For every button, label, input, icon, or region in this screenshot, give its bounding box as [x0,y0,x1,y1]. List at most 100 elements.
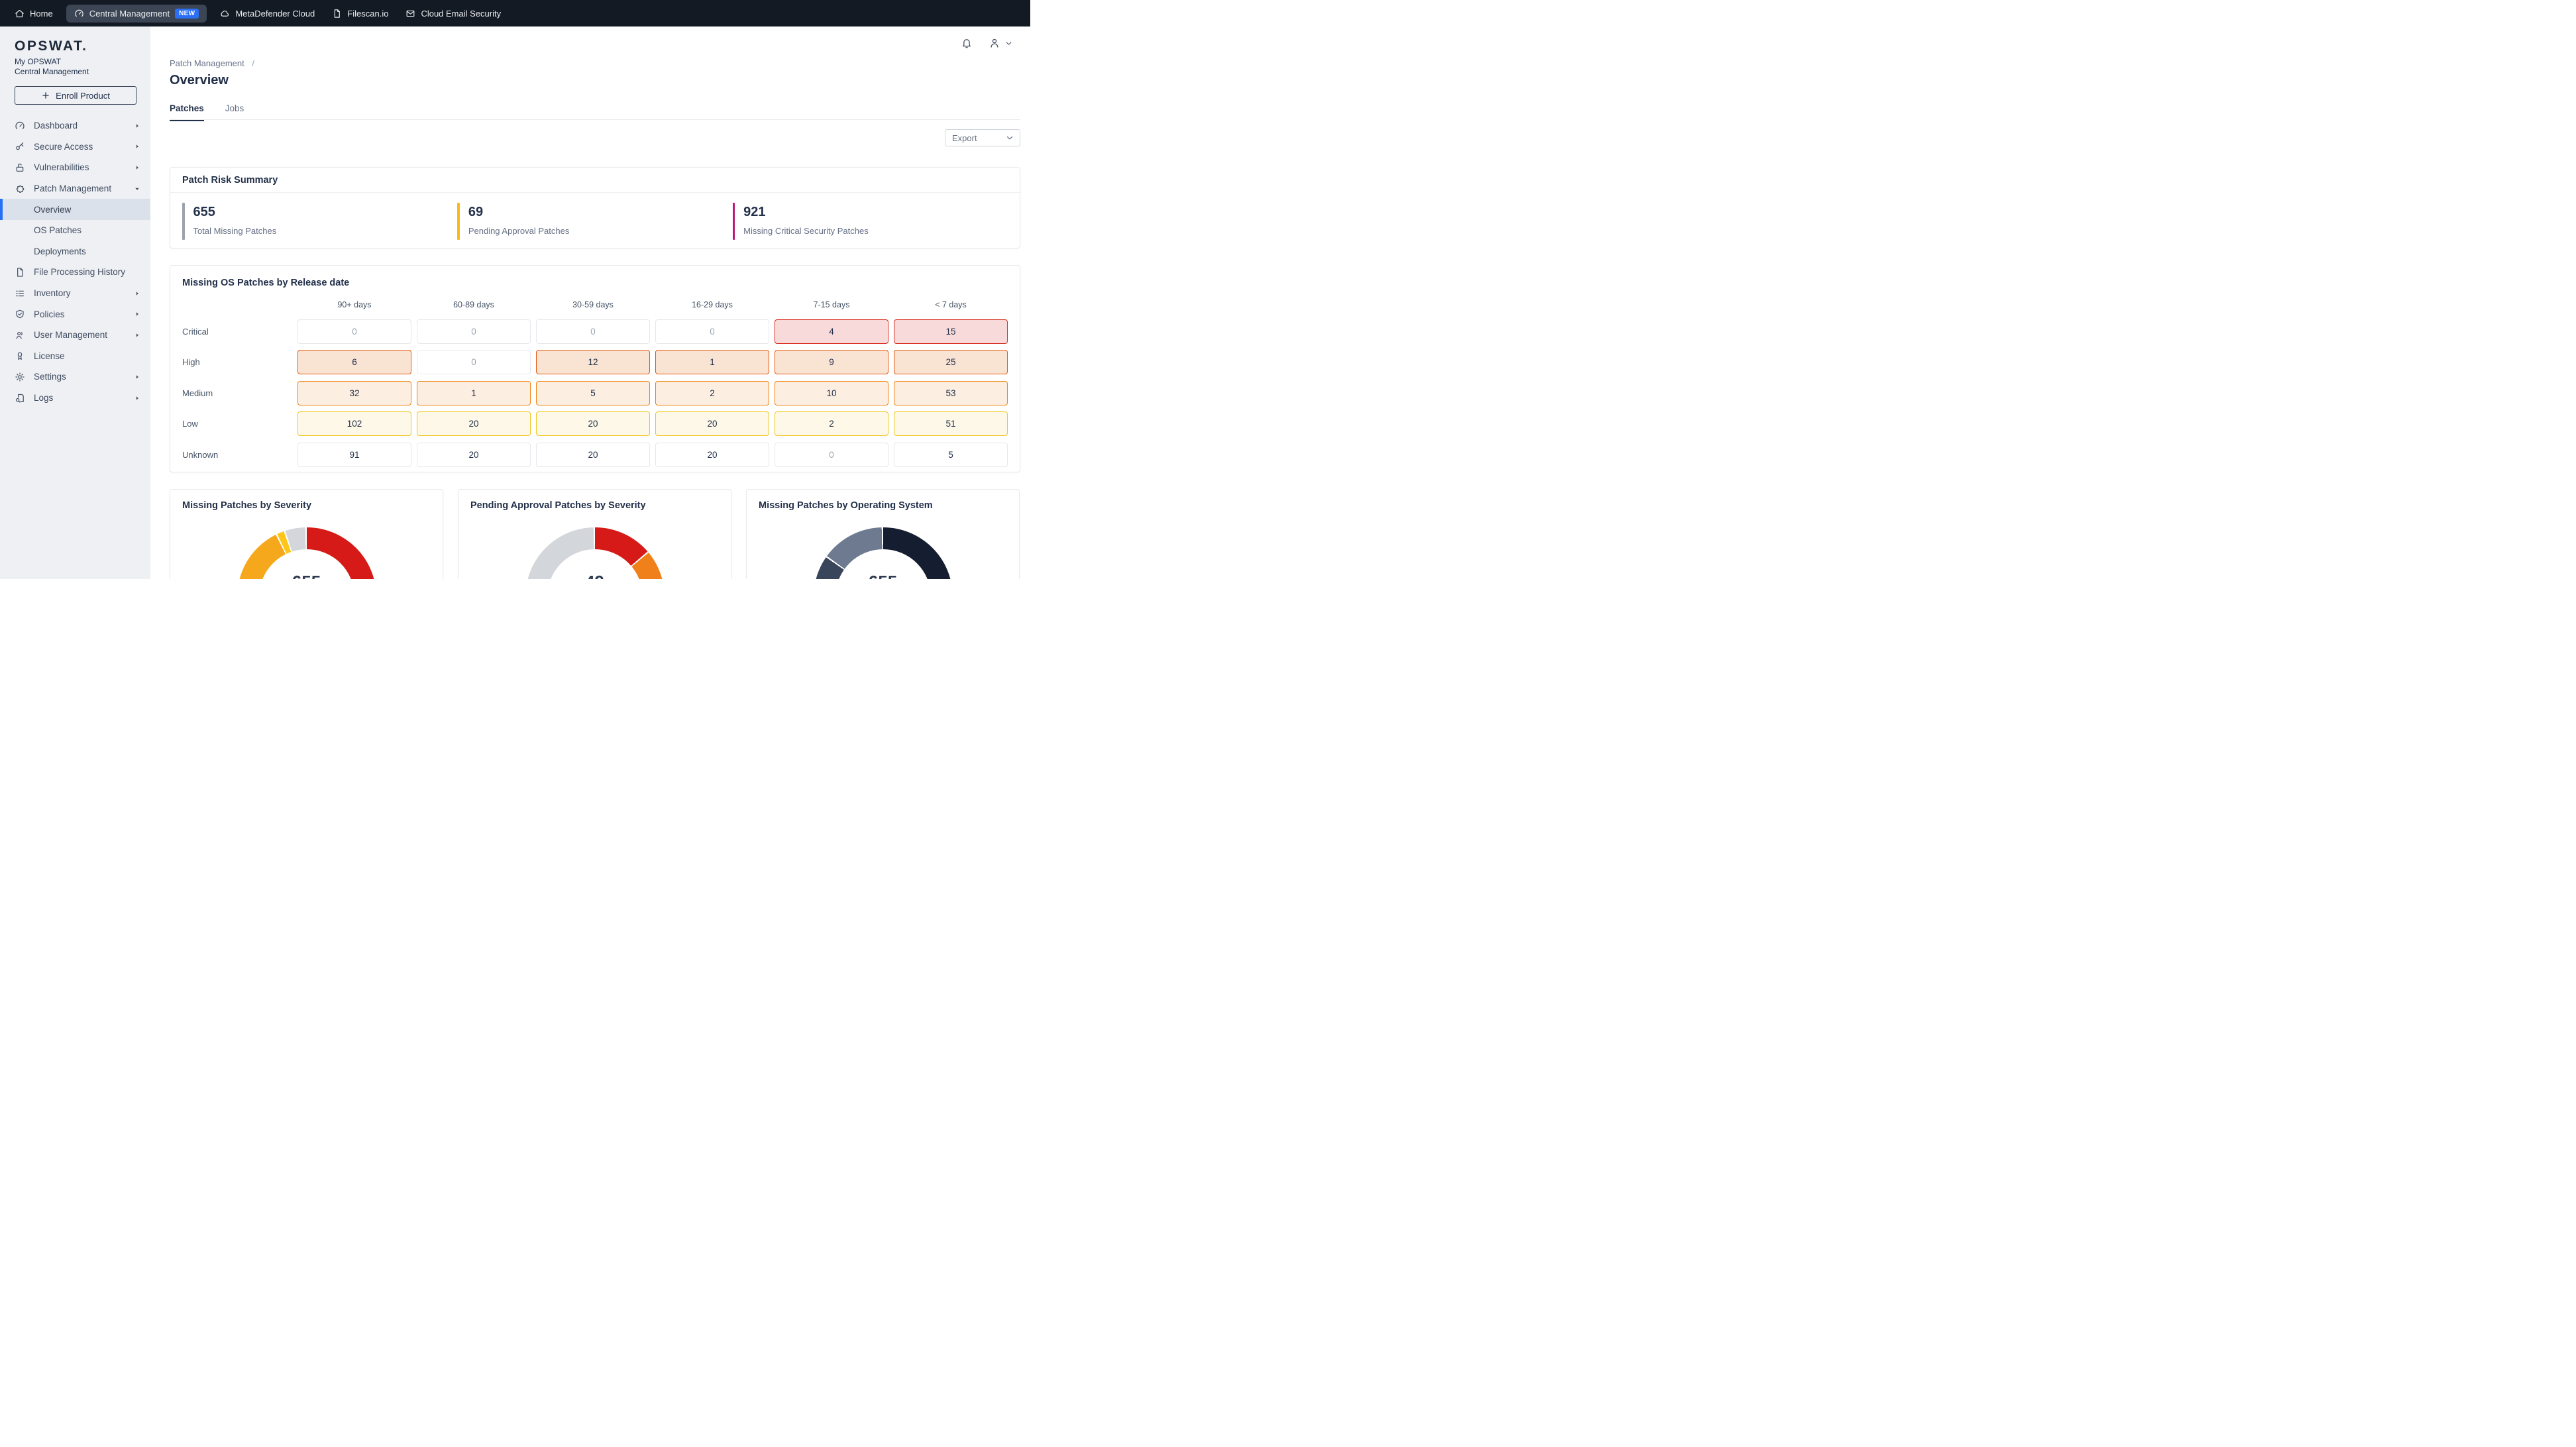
matrix-cell-critical-30-59-days[interactable]: 0 [536,319,650,344]
export-label: Export [952,133,977,143]
sidebar-menu: Dashboard Secure Access Vulnerabilities Pat… [0,115,150,408]
sidebar-item-label: Overview [34,204,72,215]
sidebar-item-label: OS Patches [34,225,82,236]
plus-icon [41,91,50,100]
top-navigation-bar: Home Central Management NEW MetaDefender Cl… [0,0,1030,27]
missing-patches-by-os-card: Missing Patches by Operating System 655 [746,489,1020,579]
tab-patches[interactable]: Patches [170,103,204,121]
sidebar-item-overview[interactable]: Overview [0,199,150,220]
cloud-icon [220,9,230,19]
matrix-cell-unknown-30-59-days[interactable]: 20 [536,442,650,467]
mail-icon [405,9,415,19]
matrix-cell-unknown-7-15-days[interactable]: 0 [775,442,888,467]
matrix-cell-high-30-59-days[interactable]: 12 [536,350,650,374]
sidebar-item-label: Logs [34,393,54,403]
sidebar-item-file-processing-history[interactable]: File Processing History [0,262,150,283]
sidebar-item-vulnerabilities[interactable]: Vulnerabilities [0,157,150,178]
topnav-item-label: Home [30,8,53,19]
matrix-cell-low-7-15-days[interactable]: 2 [775,411,888,436]
topnav-item-cloud-email-security[interactable]: Cloud Email Security [402,5,505,23]
sidebar-item-label: Inventory [34,288,71,299]
patch-risk-summary-card: Patch Risk Summary 655 Total Missing Patc… [170,167,1020,248]
topnav-item-home[interactable]: Home [11,5,57,23]
matrix-cell-low-7-days[interactable]: 51 [894,411,1008,436]
summary-stat-missing-critical-security-patches: 921 Missing Critical Security Patches [732,203,1008,240]
sidebar-item-label: Deployments [34,246,86,256]
missing-patches-by-severity-title: Missing Patches by Severity [182,500,312,511]
matrix-cell-critical-90-days[interactable]: 0 [297,319,411,344]
topnav-item-label: Central Management [89,8,170,19]
matrix-cell-low-16-29-days[interactable]: 20 [655,411,769,436]
chevron-down-icon [133,185,141,193]
matrix-cell-critical-7-15-days[interactable]: 4 [775,319,888,344]
matrix-cell-unknown-7-days[interactable]: 5 [894,442,1008,467]
missing-os-patches-card: Missing OS Patches by Release date 90+ d… [170,265,1020,472]
matrix-cell-high-90-days[interactable]: 6 [297,350,411,374]
sidebar-item-patch-management[interactable]: Patch Management [0,178,150,199]
matrix-row-label-high: High [182,357,200,367]
matrix-cell-high-60-89-days[interactable]: 0 [417,350,531,374]
matrix-cell-critical-16-29-days[interactable]: 0 [655,319,769,344]
stat-label: Total Missing Patches [193,226,277,236]
file-icon [332,9,342,19]
sidebar-item-license[interactable]: License [0,346,150,367]
matrix-cell-low-90-days[interactable]: 102 [297,411,411,436]
matrix-row-label-medium: Medium [182,388,213,398]
matrix-cell-medium-16-29-days[interactable]: 2 [655,380,769,405]
brand-line2: Central Management [15,67,89,76]
matrix-cell-unknown-16-29-days[interactable]: 20 [655,442,769,467]
sidebar-item-logs[interactable]: Logs [0,388,150,409]
sidebar-item-label: Settings [34,372,66,382]
stat-value: 69 [468,205,484,219]
matrix-cell-medium-7-days[interactable]: 53 [894,380,1008,405]
matrix-column-header-30-59-days: 30-59 days [572,300,614,309]
matrix-column-header-7-15-days: 7-15 days [813,300,850,309]
sidebar-item-os-patches[interactable]: OS Patches [0,220,150,241]
sidebar-item-label: Policies [34,309,65,319]
sidebar-item-user-management[interactable]: User Management [0,325,150,346]
matrix-cell-medium-7-15-days[interactable]: 10 [775,380,888,405]
missing-os-patches-title: Missing OS Patches by Release date [182,278,350,288]
matrix-cell-high-7-15-days[interactable]: 9 [775,350,888,374]
matrix-cell-medium-90-days[interactable]: 32 [297,380,411,405]
breadcrumb-separator: / [252,58,254,68]
topnav-item-filescan-io[interactable]: Filescan.io [328,5,392,23]
notifications-bell-button[interactable] [961,37,973,49]
matrix-cell-medium-60-89-days[interactable]: 1 [417,380,531,405]
enroll-product-button[interactable]: Enroll Product [15,86,136,105]
app-screen: Home Central Management NEW MetaDefender Cl… [0,0,1030,579]
matrix-cell-high-16-29-days[interactable]: 1 [655,350,769,374]
unlock-icon [15,162,25,173]
matrix-cell-critical-7-days[interactable]: 15 [894,319,1008,344]
breadcrumb-patch-management[interactable]: Patch Management [170,58,244,68]
shield-icon [15,309,25,319]
user-menu-button[interactable] [989,37,1013,49]
matrix-cell-unknown-90-days[interactable]: 91 [297,442,411,467]
new-badge: NEW [175,8,199,19]
matrix-row-label-low: Low [182,419,198,429]
matrix-cell-critical-60-89-days[interactable]: 0 [417,319,531,344]
topnav-item-metadefender-cloud[interactable]: MetaDefender Cloud [216,5,319,23]
patch-matrix: 90+ days 60-89 days 30-59 days 16-29 days 7-… [182,300,1008,467]
key-icon [15,141,25,152]
export-dropdown[interactable]: Export [945,129,1020,146]
tab-jobs[interactable]: Jobs [225,103,244,113]
patch-risk-summary-title: Patch Risk Summary [170,168,1020,193]
sidebar-item-secure-access[interactable]: Secure Access [0,136,150,158]
sidebar-item-inventory[interactable]: Inventory [0,283,150,304]
summary-stats-row: 655 Total Missing Patches 69 Pending Approv… [170,193,1020,240]
matrix-cell-high-7-days[interactable]: 25 [894,350,1008,374]
matrix-cell-medium-30-59-days[interactable]: 5 [536,380,650,405]
sidebar-item-settings[interactable]: Settings [0,366,150,388]
matrix-cell-low-60-89-days[interactable]: 20 [417,411,531,436]
matrix-cell-low-30-59-days[interactable]: 20 [536,411,650,436]
sidebar-item-deployments[interactable]: Deployments [0,241,150,262]
matrix-column-header-90-days: 90+ days [337,300,372,309]
sidebar-item-dashboard[interactable]: Dashboard [0,115,150,136]
matrix-column-header-7-days: < 7 days [935,300,967,309]
sidebar-item-policies[interactable]: Policies [0,303,150,325]
matrix-cell-unknown-60-89-days[interactable]: 20 [417,442,531,467]
matrix-row-label-unknown: Unknown [182,449,219,460]
summary-stat-total-missing-patches: 655 Total Missing Patches [182,203,457,240]
topnav-item-central-management[interactable]: Central Management NEW [66,4,207,23]
